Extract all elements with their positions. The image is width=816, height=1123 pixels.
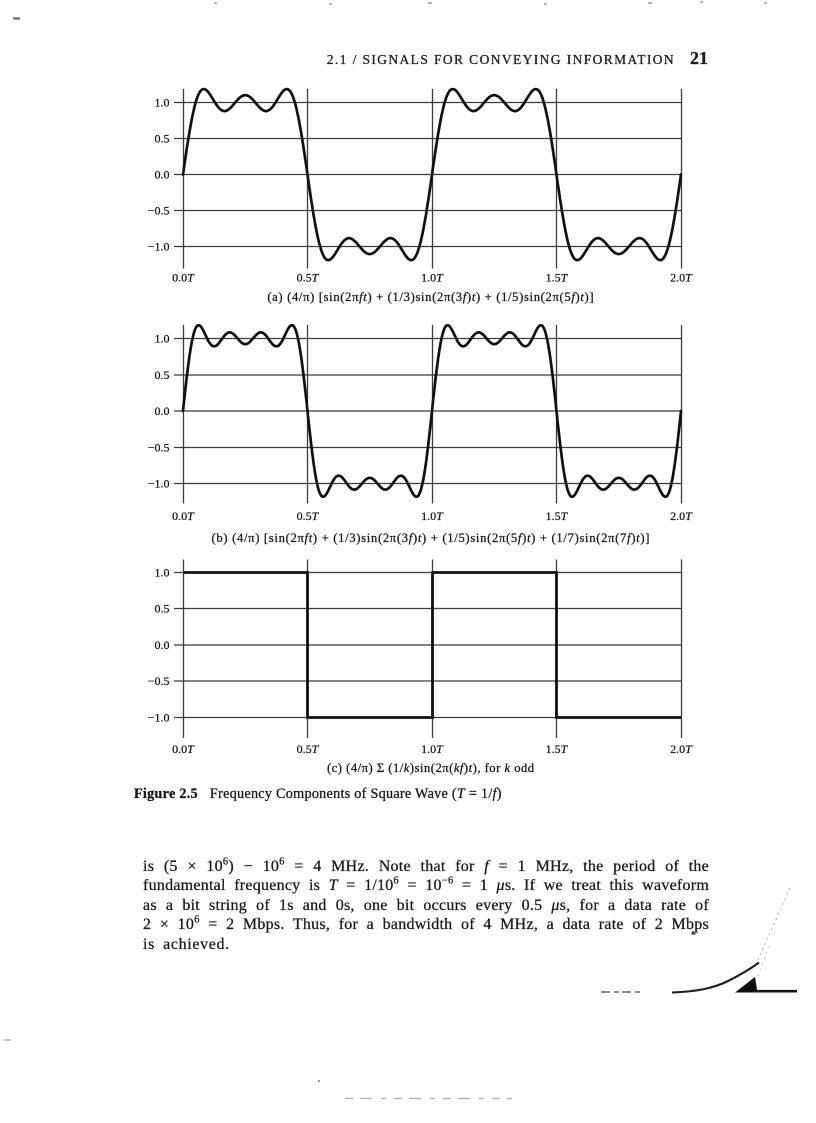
svg-text:−0.5: −0.5 [148, 674, 170, 688]
svg-text:1.5T: 1.5T [546, 271, 569, 285]
svg-text:−1.0: −1.0 [148, 477, 170, 491]
svg-text:0.0: 0.0 [155, 168, 170, 182]
svg-text:−0.5: −0.5 [148, 441, 170, 455]
svg-text:1.0: 1.0 [155, 332, 170, 346]
svg-text:0.5T: 0.5T [297, 509, 320, 523]
svg-text:0.5: 0.5 [155, 602, 170, 616]
svg-text:2.0T: 2.0T [670, 742, 693, 756]
svg-text:0.0T: 0.0T [172, 271, 195, 285]
svg-text:0.0T: 0.0T [172, 742, 195, 756]
svg-text:−1.0: −1.0 [148, 240, 170, 254]
svg-text:0.5: 0.5 [155, 132, 170, 146]
svg-text:−1.0: −1.0 [148, 711, 170, 725]
svg-text:−0.5: −0.5 [148, 204, 170, 218]
svg-text:1.0T: 1.0T [421, 742, 444, 756]
svg-text:0.5: 0.5 [155, 368, 170, 382]
svg-text:0.0T: 0.0T [172, 509, 195, 523]
svg-text:2.0T: 2.0T [670, 509, 693, 523]
svg-text:1.0: 1.0 [155, 96, 170, 110]
svg-text:2.0T: 2.0T [670, 271, 693, 285]
svg-text:0.5T: 0.5T [297, 271, 320, 285]
svg-text:1.5T: 1.5T [546, 509, 569, 523]
svg-text:1.5T: 1.5T [546, 742, 569, 756]
svg-text:0.5T: 0.5T [297, 742, 320, 756]
svg-text:1.0: 1.0 [155, 566, 170, 580]
svg-text:0.0: 0.0 [155, 638, 170, 652]
svg-text:1.0T: 1.0T [421, 271, 444, 285]
svg-text:0.0: 0.0 [155, 404, 170, 418]
svg-text:1.0T: 1.0T [421, 509, 444, 523]
